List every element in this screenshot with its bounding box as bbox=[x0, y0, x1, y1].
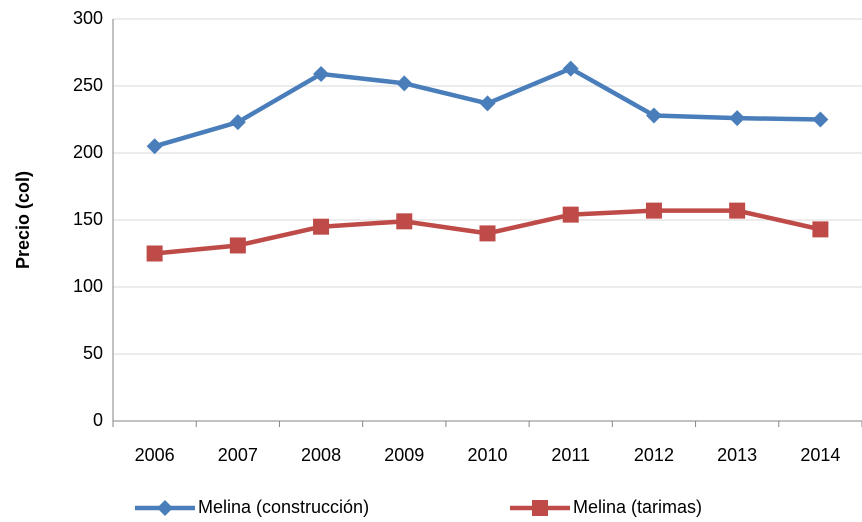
x-tick-label: 2014 bbox=[800, 445, 840, 465]
marker bbox=[479, 225, 496, 242]
marker bbox=[645, 107, 662, 124]
marker bbox=[645, 202, 662, 219]
marker bbox=[729, 202, 746, 219]
x-tick-label: 2013 bbox=[717, 445, 757, 465]
marker bbox=[812, 111, 829, 128]
y-tick-label: 50 bbox=[83, 343, 103, 363]
marker bbox=[562, 60, 579, 77]
x-tick-label: 2007 bbox=[218, 445, 258, 465]
marker bbox=[562, 206, 579, 223]
x-tick-label: 2008 bbox=[301, 445, 341, 465]
marker bbox=[396, 213, 413, 230]
y-tick-label: 100 bbox=[73, 276, 103, 296]
legend-marker bbox=[532, 500, 548, 516]
marker bbox=[146, 245, 163, 262]
y-tick-label: 300 bbox=[73, 8, 103, 28]
y-tick-label: 0 bbox=[93, 410, 103, 430]
y-tick-label: 250 bbox=[73, 75, 103, 95]
x-tick-label: 2011 bbox=[551, 445, 590, 465]
marker bbox=[313, 218, 330, 235]
marker bbox=[812, 221, 829, 238]
marker bbox=[146, 138, 163, 155]
marker bbox=[229, 237, 246, 254]
marker bbox=[313, 65, 330, 82]
legend-label: Melina (construcción) bbox=[198, 497, 369, 517]
marker bbox=[729, 110, 746, 127]
legend-label: Melina (tarimas) bbox=[573, 497, 702, 517]
x-tick-label: 2012 bbox=[634, 445, 674, 465]
x-tick-label: 2006 bbox=[135, 445, 175, 465]
y-axis-label: Precio (col) bbox=[13, 171, 33, 269]
x-tick-label: 2009 bbox=[384, 445, 424, 465]
legend-marker bbox=[157, 500, 173, 516]
marker bbox=[479, 95, 496, 112]
y-tick-label: 200 bbox=[73, 142, 103, 162]
marker bbox=[396, 75, 413, 92]
y-tick-label: 150 bbox=[73, 209, 103, 229]
marker bbox=[229, 114, 246, 131]
x-tick-label: 2010 bbox=[467, 445, 507, 465]
